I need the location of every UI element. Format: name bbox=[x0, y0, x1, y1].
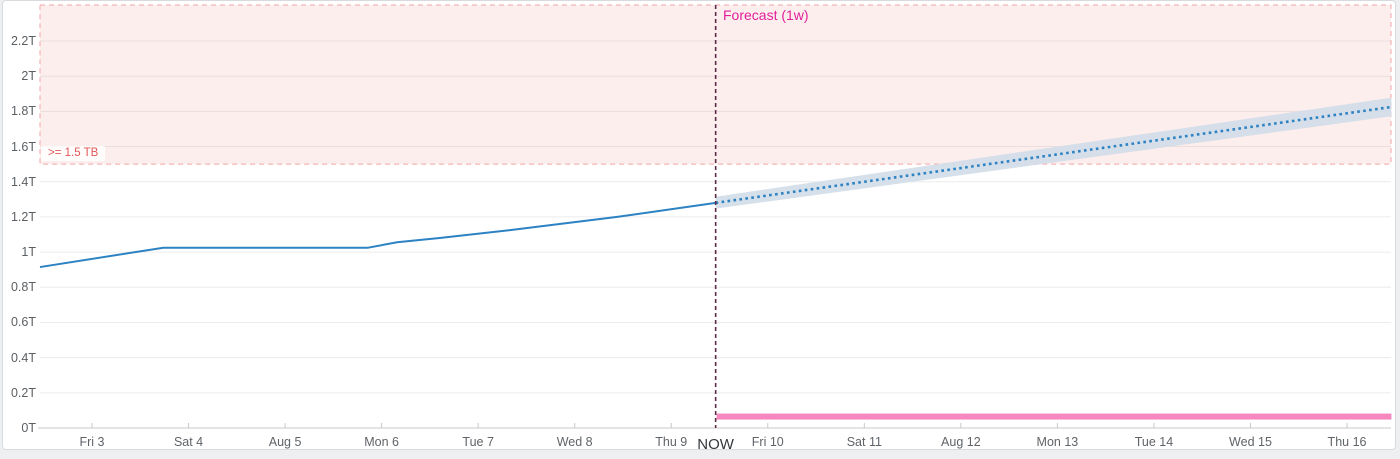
forecast-alert-bar bbox=[716, 413, 1392, 420]
x-axis-label: Sat 4 bbox=[173, 435, 204, 449]
threshold-label: >= 1.5 TB bbox=[41, 146, 106, 161]
chart-card bbox=[2, 0, 1396, 450]
forecast-title-label: Forecast (1w) bbox=[723, 7, 809, 23]
x-axis-label: Wed 15 bbox=[1229, 435, 1272, 449]
y-axis-label: 1.2T bbox=[10, 209, 36, 224]
x-axis-label: Sat 11 bbox=[846, 435, 882, 449]
y-axis-label: 1.4T bbox=[10, 174, 36, 189]
y-axis-label: 0T bbox=[21, 421, 36, 435]
y-axis-label: 0.6T bbox=[10, 315, 36, 330]
y-axis-label: 0.2T bbox=[10, 385, 36, 400]
y-axis-label: 1T bbox=[21, 245, 36, 260]
y-axis-label: 1.6T bbox=[10, 139, 36, 154]
confidence-band bbox=[715, 97, 1392, 209]
x-axis-label: Fri 10 bbox=[751, 435, 784, 449]
history-line bbox=[39, 201, 716, 269]
x-axis-label: Thu 9 bbox=[655, 435, 688, 449]
x-axis-label: Tue 7 bbox=[462, 435, 494, 449]
now-label: NOW bbox=[697, 436, 734, 453]
x-axis-label: Aug 5 bbox=[268, 435, 302, 449]
y-axis-label: 2T bbox=[21, 69, 36, 84]
x-axis-label: Tue 14 bbox=[1134, 435, 1174, 449]
x-axis-label: Aug 12 bbox=[941, 435, 981, 449]
plot-area[interactable] bbox=[40, 5, 1391, 428]
x-axis-label: Mon 6 bbox=[364, 435, 399, 449]
y-axis-label: 2.2T bbox=[10, 34, 36, 49]
x-axis-label: Wed 8 bbox=[556, 435, 593, 449]
y-axis-label: 1.8T bbox=[10, 104, 36, 119]
x-axis-label: Mon 13 bbox=[1036, 435, 1079, 449]
y-axis-label: 0.8T bbox=[10, 280, 36, 295]
x-axis-label: Fri 3 bbox=[79, 435, 105, 449]
x-axis-label: Thu 16 bbox=[1327, 435, 1367, 449]
y-axis-label: 0.4T bbox=[10, 350, 36, 365]
